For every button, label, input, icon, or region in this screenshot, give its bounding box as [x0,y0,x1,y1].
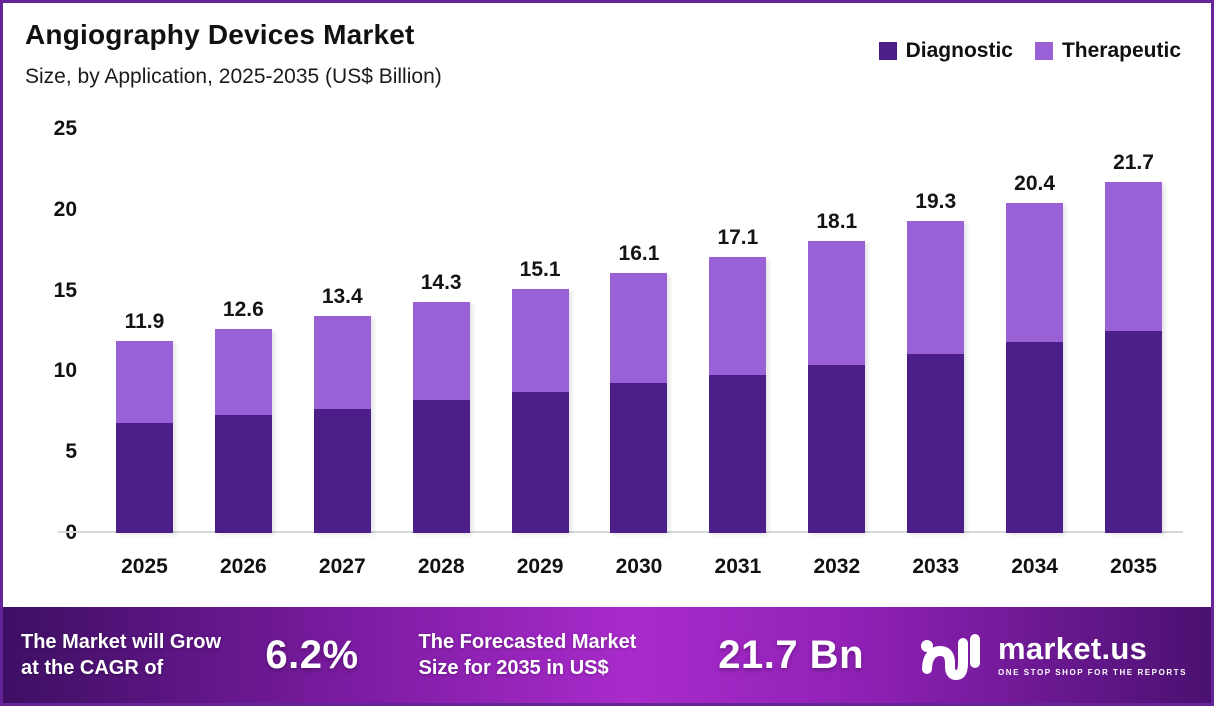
y-axis-tick: 20 [53,197,77,221]
y-axis: 0 5 10 15 20 25 [3,117,83,544]
bar-stack [511,288,569,533]
therapeutic-segment [709,256,767,375]
bar-total-label: 15.1 [519,257,561,281]
y-axis-tick: 0 [65,521,77,545]
y-axis-tick: 10 [53,359,77,383]
diagnostic-segment [907,353,965,533]
bar-total-label: 21.7 [1113,151,1154,175]
legend-label-diagnostic: Diagnostic [905,39,1013,62]
chart-legend: Diagnostic Therapeutic [878,39,1181,63]
x-axis-tick: 2034 [1011,555,1058,578]
cagr-label: The Market will Grow at the CAGR of [21,631,222,679]
cagr-value: 6.2% [265,632,359,677]
therapeutic-segment [610,272,668,383]
diagnostic-segment [511,392,569,533]
y-axis-tick: 25 [53,117,77,140]
therapeutic-segment [511,288,569,393]
footer-banner: The Market will Grow at the CAGR of 6.2%… [3,607,1211,703]
chart-header: Angiography Devices Market Size, by Appl… [3,3,1211,105]
plot-area: 11.9 2025 12.6 2026 13.4 2027 14.3 2028 15.1 2029… [95,129,1183,578]
x-axis-tick: 2025 [121,555,168,578]
therapeutic-segment [115,340,173,424]
bar-stack [907,221,965,533]
bar-total-label: 14.3 [420,270,462,294]
market-us-logo: market.us ONE STOP SHOP FOR THE REPORTS [920,629,1187,681]
x-axis-tick: 2031 [714,555,762,578]
bar-stack [610,272,668,533]
chart-section: 0510152025 11.9202512.6202613.4202714.32… [3,105,1211,599]
diagnostic-segment [1105,331,1163,533]
bar-column: 21.7 2035 [1084,129,1183,578]
diagnostic-segment [1006,342,1064,533]
x-axis-tick: 2032 [813,555,861,578]
logo-text-block: market.us ONE STOP SHOP FOR THE REPORTS [998,633,1187,677]
legend-label-therapeutic: Therapeutic [1061,39,1181,62]
bar-stack [412,301,470,533]
diagnostic-segment [709,374,767,533]
bar-column: 13.4 2027 [293,129,392,578]
diagnostic-segment [313,408,371,533]
y-axis-tick: 5 [65,440,77,464]
bar-column: 20.4 2034 [985,129,1084,578]
forecast-label: The Forecasted Market Size for 2035 in U… [418,631,637,679]
x-axis-tick: 2026 [220,555,267,578]
bar-total-label: 12.6 [222,298,264,322]
diagnostic-segment [412,400,470,533]
x-axis-tick: 2028 [417,555,465,578]
bar-stack [313,316,371,533]
x-axis-tick: 2027 [318,555,366,578]
market-us-logo-icon [921,634,981,681]
bar-stack [1105,182,1163,533]
legend-item-diagnostic: Diagnostic [878,39,1013,63]
chart-subtitle: Size, by Application, 2025-2035 (US$ Bil… [25,65,442,88]
bar-column: 15.1 2029 [491,129,590,578]
diagnostic-segment [115,423,173,533]
bar-column: 14.3 2028 [392,129,491,578]
logo-text: market.us [998,631,1148,666]
bar-column: 11.9 2025 [95,129,194,578]
diagnostic-swatch-icon [878,42,897,60]
bar-column: 17.1 2031 [688,129,787,578]
bar-stack [214,329,272,533]
bar-column: 18.1 2032 [787,129,886,578]
x-axis-tick: 2030 [615,555,663,578]
bar-total-label: 16.1 [618,241,660,265]
therapeutic-segment [907,221,965,354]
legend-item-therapeutic: Therapeutic [1034,39,1181,63]
bar-total-label: 19.3 [915,190,957,214]
therapeutic-segment [1006,203,1064,343]
therapeutic-segment [1105,182,1163,331]
bar-total-label: 18.1 [816,209,858,233]
therapeutic-segment [412,301,470,401]
bar-total-label: 20.4 [1014,172,1056,196]
x-axis-tick: 2033 [912,555,960,578]
bar-column: 12.6 2026 [194,129,293,578]
x-axis-tick: 2029 [516,555,564,578]
therapeutic-segment [313,316,371,409]
bar-stack [709,256,767,533]
x-axis-tick: 2035 [1110,555,1157,578]
diagnostic-segment [214,415,272,533]
logo-tagline: ONE STOP SHOP FOR THE REPORTS [998,668,1187,677]
bar-stack [1006,203,1064,533]
bar-stack [115,340,173,533]
therapeutic-segment [808,240,866,365]
bar-total-label: 13.4 [321,285,363,309]
chart-title: Angiography Devices Market [25,19,415,50]
y-axis-tick: 15 [53,278,77,302]
bar-total-label: 17.1 [717,225,759,249]
forecast-value: 21.7 Bn [718,632,865,677]
therapeutic-segment [214,329,272,416]
therapeutic-swatch-icon [1034,42,1053,60]
diagnostic-segment [610,382,668,533]
bar-total-label: 11.9 [124,309,165,333]
bar-stack [808,240,866,533]
diagnostic-segment [808,364,866,533]
bar-column: 19.3 2033 [886,129,985,578]
bar-column: 16.1 2030 [590,129,689,578]
